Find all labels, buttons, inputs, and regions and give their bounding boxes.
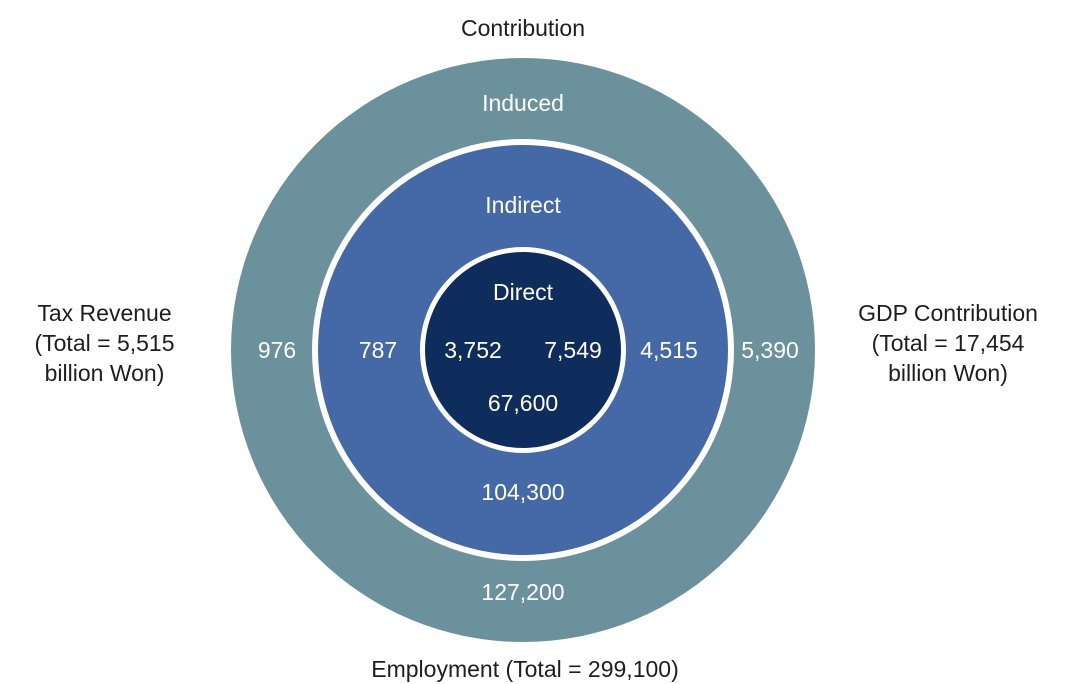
employment-label: Employment (Total = 299,100) [371,656,678,682]
direct-tax-value: 3,752 [444,337,502,363]
induced-gdp-value: 5,390 [741,337,799,363]
indirect-label: Indirect [485,192,561,218]
tax-revenue-line-1: Tax Revenue [37,300,172,326]
tax-revenue-line-2: (Total = 5,515 [34,330,175,356]
tax-revenue-line-3: billion Won) [44,360,165,386]
direct-employment-value: 67,600 [488,390,558,416]
diagram-title: Contribution [461,15,585,41]
direct-core [425,252,621,448]
direct-gdp-value: 7,549 [544,337,602,363]
tax-revenue-label: Tax Revenue (Total = 5,515 billion Won) [2,298,207,388]
induced-tax-value: 976 [258,337,296,363]
indirect-employment-value: 104,300 [481,479,564,505]
induced-employment-value: 127,200 [481,579,564,605]
direct-label: Direct [493,279,554,305]
indirect-tax-value: 787 [359,337,397,363]
gdp-contribution-line-3: billion Won) [888,360,1008,386]
induced-label: Induced [482,90,564,116]
gdp-contribution-line-1: GDP Contribution [858,300,1038,326]
indirect-gdp-value: 4,515 [640,337,698,363]
gdp-contribution-line-2: (Total = 17,454 [871,330,1025,356]
gdp-contribution-label: GDP Contribution (Total = 17,454 billion… [830,298,1066,388]
